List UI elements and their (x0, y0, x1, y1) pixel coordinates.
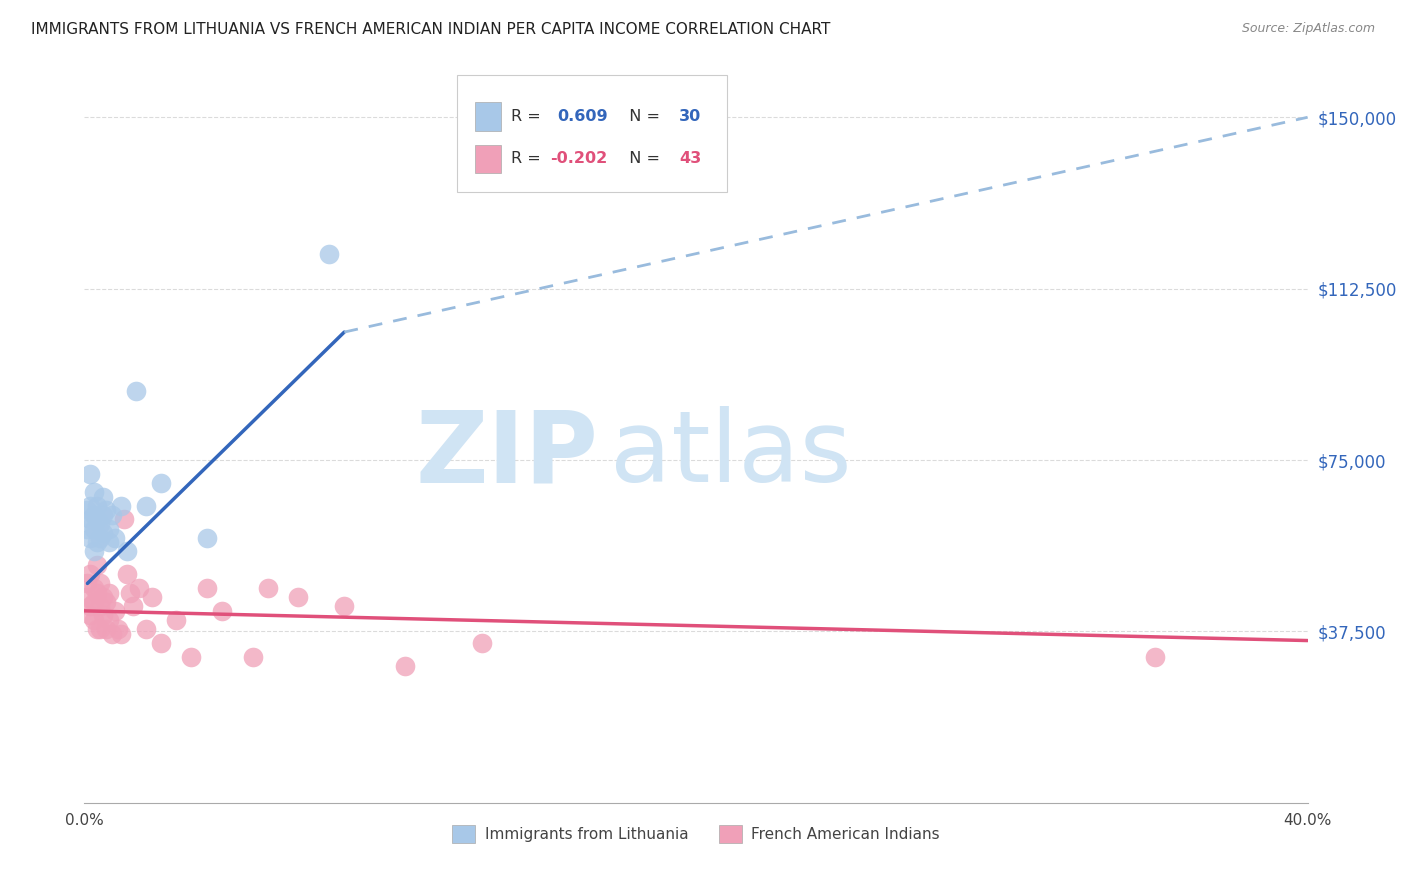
Point (86, 622, 108, 636)
Bar (475, 103, 502, 130)
Text: 30: 30 (679, 109, 702, 124)
Point (110, 626, 132, 640)
Point (89, 622, 111, 636)
Point (471, 636, 494, 650)
Point (76, 503, 98, 517)
Text: N =: N = (619, 109, 665, 124)
Text: N =: N = (619, 151, 665, 166)
Point (104, 604, 127, 618)
Point (101, 626, 124, 640)
Point (257, 581, 280, 595)
Point (97, 535, 120, 549)
Point (91, 608, 114, 623)
Point (79, 608, 101, 623)
Point (94, 622, 117, 636)
Point (120, 585, 142, 599)
Point (115, 544, 138, 558)
Point (128, 581, 150, 595)
Point (76, 522, 98, 536)
Point (333, 599, 356, 614)
Text: 43: 43 (679, 151, 702, 166)
Point (91, 590, 114, 604)
Point (104, 531, 127, 545)
Point (86, 585, 108, 599)
Point (83, 544, 105, 558)
Point (86, 512, 108, 526)
Point (107, 622, 129, 636)
Point (83, 522, 105, 536)
Point (86, 558, 108, 573)
Point (195, 581, 218, 595)
Point (76, 590, 98, 604)
Point (89, 516, 111, 531)
Point (79, 512, 101, 526)
Text: atlas: atlas (610, 407, 852, 503)
Point (122, 599, 145, 614)
Text: Source: ZipAtlas.com: Source: ZipAtlas.com (1241, 22, 1375, 36)
Point (76, 576, 98, 591)
Text: IMMIGRANTS FROM LITHUANIA VS FRENCH AMERICAN INDIAN PER CAPITA INCOME CORRELATIO: IMMIGRANTS FROM LITHUANIA VS FRENCH AMER… (31, 22, 831, 37)
Point (89, 531, 111, 545)
Point (180, 649, 202, 664)
Point (1143, 649, 1166, 664)
Text: R =: R = (512, 151, 546, 166)
Point (83, 613, 105, 627)
Point (91, 526, 114, 541)
Point (195, 531, 218, 545)
Point (141, 590, 163, 604)
Point (89, 576, 111, 591)
Point (287, 590, 309, 604)
Point (86, 535, 108, 549)
Point (89, 599, 111, 614)
Point (79, 599, 101, 614)
Text: ZIP: ZIP (415, 407, 598, 503)
Point (79, 499, 101, 513)
Point (115, 567, 138, 582)
Text: R =: R = (512, 109, 551, 124)
Point (135, 622, 157, 636)
Point (83, 595, 105, 609)
Point (79, 567, 101, 582)
Point (83, 508, 105, 522)
Point (149, 475, 172, 490)
Text: 0.609: 0.609 (558, 109, 609, 124)
Point (318, 247, 340, 261)
Point (211, 604, 233, 618)
Point (135, 499, 157, 513)
Point (83, 581, 105, 595)
Point (79, 467, 101, 481)
Point (83, 485, 105, 500)
Point (91, 490, 114, 504)
Point (165, 613, 187, 627)
Point (101, 508, 124, 522)
Point (86, 499, 108, 513)
Point (97, 585, 120, 599)
Point (94, 503, 117, 517)
Point (97, 522, 120, 536)
Text: -0.202: -0.202 (550, 151, 607, 166)
FancyBboxPatch shape (457, 75, 727, 192)
Point (125, 384, 148, 399)
Point (94, 595, 117, 609)
Point (79, 531, 101, 545)
Point (110, 499, 132, 513)
Point (242, 649, 264, 664)
Point (149, 636, 172, 650)
Point (112, 512, 135, 526)
Bar (475, 145, 502, 173)
Legend: Immigrants from Lithuania, French American Indians: Immigrants from Lithuania, French Americ… (444, 818, 948, 851)
Point (91, 508, 114, 522)
Point (394, 658, 416, 673)
Point (97, 613, 120, 627)
